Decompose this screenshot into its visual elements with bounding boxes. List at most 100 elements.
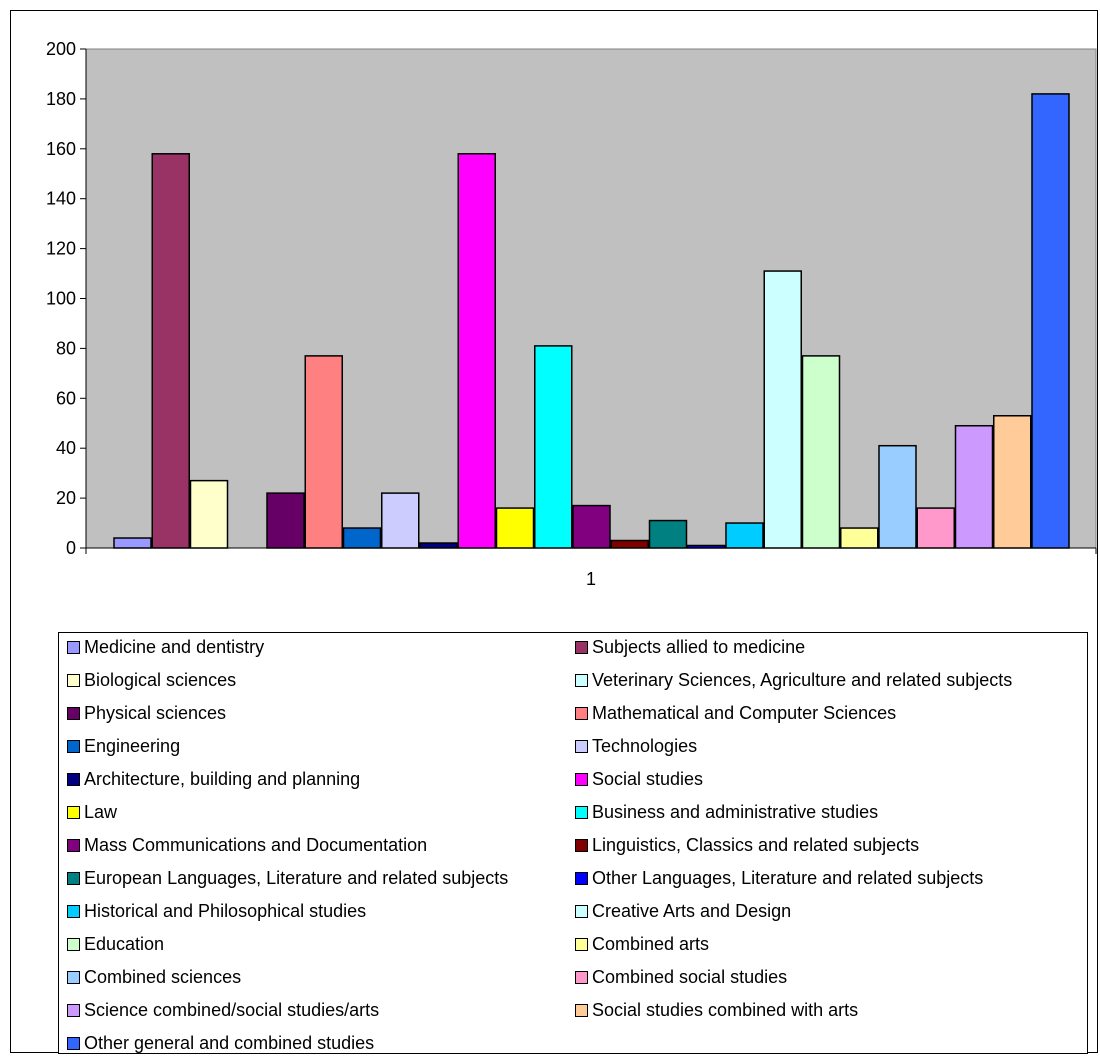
legend-item: Science combined/social studies/arts: [67, 995, 379, 1025]
legend-item: Technologies: [575, 731, 697, 761]
bar-19: [801, 355, 841, 549]
legend-label: Combined social studies: [592, 966, 788, 987]
legend-item: Social studies combined with arts: [575, 995, 858, 1025]
legend-item: Mathematical and Computer Sciences: [575, 698, 896, 728]
bar-chart: 0 20 40 60 80 100 120 140 160 180 200 1: [46, 39, 1097, 589]
legend-label: Veterinary Sciences, Agriculture and rel…: [592, 669, 1013, 690]
legend-swatch: [67, 706, 80, 720]
legend-label: Physical sciences: [84, 702, 227, 723]
y-tick-label: 100: [46, 289, 76, 309]
bar-1: [113, 537, 152, 549]
legend-swatch: [575, 871, 588, 885]
legend-label: Education: [84, 933, 165, 954]
legend-label: Other general and combined studies: [84, 1032, 375, 1053]
legend-label: Combined arts: [592, 933, 710, 954]
legend-label: Linguistics, Classics and related subjec…: [592, 834, 920, 855]
bar-16: [687, 544, 726, 549]
legend-item: Architecture, building and planning: [67, 764, 360, 794]
legend-label: Law: [84, 801, 118, 822]
legend-label: Medicine and dentistry: [84, 636, 265, 657]
y-tick-label: 40: [56, 438, 76, 458]
legend-swatch: [67, 640, 80, 654]
bar-17: [725, 522, 764, 549]
bar-20: [840, 527, 879, 549]
bar-21: [878, 444, 917, 549]
bar-10: [457, 153, 496, 549]
legend-item: Creative Arts and Design: [575, 896, 791, 926]
legend-swatch: [67, 838, 80, 852]
legend-label: Mathematical and Computer Sciences: [592, 702, 897, 723]
legend-label: Social studies: [592, 768, 704, 789]
legend-swatch: [575, 970, 588, 984]
bar-8: [381, 492, 420, 549]
legend-item: Other Languages, Literature and related …: [575, 863, 983, 893]
bar-18: [763, 270, 802, 549]
legend-item: Engineering: [67, 731, 180, 761]
legend-label: Biological sciences: [84, 669, 237, 690]
plot-area: [85, 48, 1097, 549]
y-tick-label: 20: [56, 488, 76, 508]
legend-label: Architecture, building and planning: [84, 768, 361, 789]
legend-item: Veterinary Sciences, Agriculture and rel…: [575, 665, 1012, 695]
legend-label: Historical and Philosophical studies: [84, 900, 367, 921]
legend-item: Subjects allied to medicine: [575, 632, 805, 662]
legend-label: Other Languages, Literature and related …: [592, 867, 984, 888]
bar-13: [572, 504, 611, 549]
legend-swatch: [67, 772, 80, 786]
legend-item: Biological sciences: [67, 665, 236, 695]
bar-12: [534, 345, 573, 549]
legend-swatch: [67, 904, 80, 918]
legend-label: Combined sciences: [84, 966, 242, 987]
legend-swatch: [575, 673, 588, 687]
legend-item: Medicine and dentistry: [67, 632, 264, 662]
bar-14: [610, 539, 649, 549]
bar-6: [304, 355, 343, 549]
legend-label: Social studies combined with arts: [592, 999, 859, 1020]
bar-15: [648, 519, 688, 549]
y-tick-label: 200: [46, 39, 76, 59]
legend-item: Education: [67, 929, 164, 959]
bar-25: [1031, 93, 1070, 549]
bar-9: [419, 542, 458, 549]
bar-7: [342, 527, 382, 549]
legend-swatch: [575, 772, 588, 786]
bar-2: [151, 153, 190, 549]
legend-item: Combined sciences: [67, 962, 241, 992]
y-tick-label: 0: [66, 538, 76, 558]
legend-swatch: [67, 739, 80, 753]
y-tick-label: 180: [46, 89, 76, 109]
bar-22: [916, 507, 955, 549]
bar-11: [495, 507, 535, 549]
legend: Medicine and dentistry Subjects allied to…: [58, 632, 1088, 1054]
y-tick-label: 120: [46, 239, 76, 259]
y-tick-label: 80: [56, 338, 76, 358]
legend-swatch: [575, 706, 588, 720]
legend-item: Combined social studies: [575, 962, 787, 992]
legend-item: Mass Communications and Documentation: [67, 830, 427, 860]
bar-23: [954, 424, 994, 549]
legend-swatch: [67, 673, 80, 687]
chart-frame: 0 20 40 60 80 100 120 140 160 180 200 1 Medicine an…: [10, 10, 1098, 1054]
x-tick-label: 1: [586, 569, 596, 589]
legend-label: Business and administrative studies: [592, 801, 879, 822]
legend-label: European Languages, Literature and relat…: [84, 867, 509, 888]
legend-swatch: [67, 1003, 80, 1017]
legend-swatch: [575, 838, 588, 852]
legend-swatch: [575, 640, 588, 654]
legend-swatch: [575, 904, 588, 918]
legend-item: Historical and Philosophical studies: [67, 896, 366, 926]
legend-swatch: [67, 970, 80, 984]
legend-swatch: [575, 739, 588, 753]
y-tick-label: 160: [46, 139, 76, 159]
legend-item: Combined arts: [575, 929, 709, 959]
legend-swatch: [67, 937, 80, 951]
legend-item: Social studies: [575, 764, 703, 794]
legend-swatch: [67, 805, 80, 819]
legend-swatch: [575, 1003, 588, 1017]
legend-swatch: [67, 1036, 80, 1050]
legend-label: Engineering: [84, 735, 181, 756]
legend-item: Law: [67, 797, 117, 827]
legend-item: Linguistics, Classics and related subjec…: [575, 830, 919, 860]
y-tick-label: 60: [56, 388, 76, 408]
legend-label: Science combined/social studies/arts: [84, 999, 380, 1020]
